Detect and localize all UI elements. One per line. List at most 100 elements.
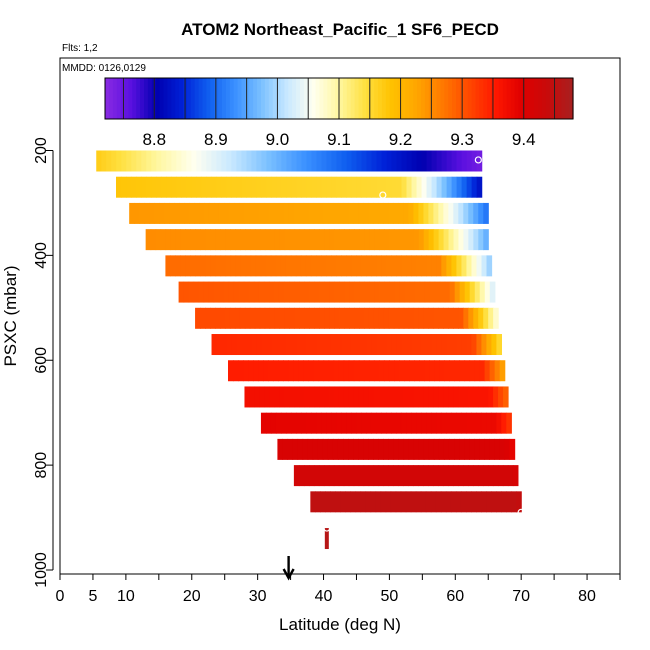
heatmap-cell bbox=[492, 465, 499, 487]
heatmap-cell bbox=[498, 386, 504, 408]
heatmap-cell bbox=[383, 307, 390, 329]
heatmap-cell bbox=[486, 334, 493, 356]
heatmap-cell bbox=[333, 386, 340, 408]
heatmap-cell bbox=[215, 229, 221, 251]
heatmap-cell bbox=[431, 334, 438, 356]
heatmap-cell bbox=[399, 281, 406, 303]
heatmap-cell bbox=[381, 334, 388, 356]
heatmap-cell bbox=[266, 150, 273, 172]
heatmap-cell bbox=[470, 491, 477, 513]
heatmap-cell bbox=[433, 229, 440, 251]
heatmap-cell bbox=[491, 412, 497, 434]
heatmap-cell bbox=[478, 386, 484, 408]
heatmap-cell bbox=[126, 150, 132, 172]
heatmap-cell bbox=[479, 281, 486, 303]
heatmap-cell bbox=[423, 202, 429, 224]
heatmap-cell bbox=[264, 229, 271, 251]
heatmap-cell bbox=[429, 360, 435, 382]
heatmap-cell bbox=[348, 438, 354, 460]
heatmap-cell bbox=[476, 176, 483, 198]
heatmap-cell bbox=[355, 491, 362, 513]
heatmap-cell bbox=[448, 438, 455, 460]
heatmap-cell bbox=[376, 412, 382, 434]
heatmap-cell bbox=[256, 176, 262, 198]
heatmap-cell bbox=[403, 465, 409, 487]
heatmap-cell bbox=[281, 176, 287, 198]
heatmap-cell bbox=[225, 229, 231, 251]
heatmap-cell bbox=[398, 386, 405, 408]
heatmap-cell bbox=[214, 307, 221, 329]
heatmap-cell bbox=[383, 229, 390, 251]
heatmap-cell bbox=[216, 150, 222, 172]
heatmap-cell bbox=[248, 202, 255, 224]
heatmap-cell bbox=[356, 176, 363, 198]
heatmap-cell bbox=[269, 307, 276, 329]
heatmap-cell bbox=[289, 307, 296, 329]
heatmap-cell bbox=[436, 176, 443, 198]
heatmap-cell bbox=[321, 334, 328, 356]
heatmap-cell bbox=[278, 202, 285, 224]
heatmap-cell bbox=[371, 334, 378, 356]
heatmap-cell bbox=[186, 150, 192, 172]
heatmap-cell bbox=[280, 255, 287, 277]
heatmap-cell bbox=[441, 255, 447, 277]
heatmap-cell bbox=[459, 360, 466, 382]
heatmap-cell bbox=[179, 202, 185, 224]
heatmap-cell bbox=[208, 281, 215, 303]
colorbar-segment bbox=[424, 78, 430, 119]
heatmap-cell bbox=[331, 176, 337, 198]
heatmap-cell bbox=[351, 176, 358, 198]
heatmap-cell bbox=[386, 334, 393, 356]
heatmap-cell bbox=[461, 176, 468, 198]
heatmap-cell bbox=[121, 150, 127, 172]
heatmap-cell bbox=[484, 360, 491, 382]
heatmap-cell bbox=[136, 176, 142, 198]
heatmap-cell bbox=[208, 202, 215, 224]
heatmap-cell bbox=[486, 412, 492, 434]
colorbar-segment bbox=[401, 78, 406, 119]
colorbar-segment bbox=[545, 78, 551, 119]
heatmap-cell bbox=[468, 202, 474, 224]
colorbar-frame bbox=[104, 77, 574, 120]
heatmap-cell bbox=[361, 150, 368, 172]
heatmap-cell bbox=[368, 360, 375, 382]
heatmap-cell bbox=[271, 150, 278, 172]
heatmap-cell bbox=[294, 386, 300, 408]
open-circle-marker bbox=[323, 524, 331, 532]
heatmap-cell bbox=[184, 202, 190, 224]
heatmap-cell bbox=[313, 465, 320, 487]
heatmap-cell bbox=[261, 176, 267, 198]
heatmap-cell bbox=[369, 281, 375, 303]
heatmap-cell bbox=[421, 334, 428, 356]
heatmap-cell bbox=[264, 307, 271, 329]
heatmap-cell bbox=[294, 307, 300, 329]
colorbar-segment bbox=[264, 78, 270, 119]
heatmap-cell bbox=[426, 412, 432, 434]
heatmap-cell bbox=[469, 438, 475, 460]
heatmap-cell bbox=[174, 202, 180, 224]
heatmap-cell bbox=[371, 176, 378, 198]
heatmap-cell bbox=[310, 491, 316, 513]
heatmap-cell bbox=[321, 412, 327, 434]
heatmap-cell bbox=[396, 150, 403, 172]
heatmap-cell bbox=[268, 360, 274, 382]
heatmap-cell bbox=[413, 465, 419, 487]
colorbar-segment bbox=[331, 78, 336, 119]
heatmap-cell bbox=[209, 307, 216, 329]
heatmap-cell bbox=[401, 150, 408, 172]
heatmap-cell bbox=[441, 176, 448, 198]
heatmap-cell bbox=[275, 255, 282, 277]
heatmap-cell bbox=[230, 255, 237, 277]
colorbar-tick-label: 9.1 bbox=[327, 130, 351, 149]
heatmap-cell bbox=[299, 281, 305, 303]
heatmap-cell bbox=[450, 491, 457, 513]
heatmap-cell bbox=[473, 386, 479, 408]
heatmap-cell bbox=[499, 360, 506, 382]
heatmap-cell bbox=[376, 334, 383, 356]
heatmap-cell bbox=[396, 334, 403, 356]
heatmap-cell bbox=[370, 491, 377, 513]
heatmap-cell bbox=[314, 229, 321, 251]
heatmap-cell bbox=[366, 412, 372, 434]
heatmap-cell bbox=[379, 229, 385, 251]
heatmap-cell bbox=[131, 150, 137, 172]
